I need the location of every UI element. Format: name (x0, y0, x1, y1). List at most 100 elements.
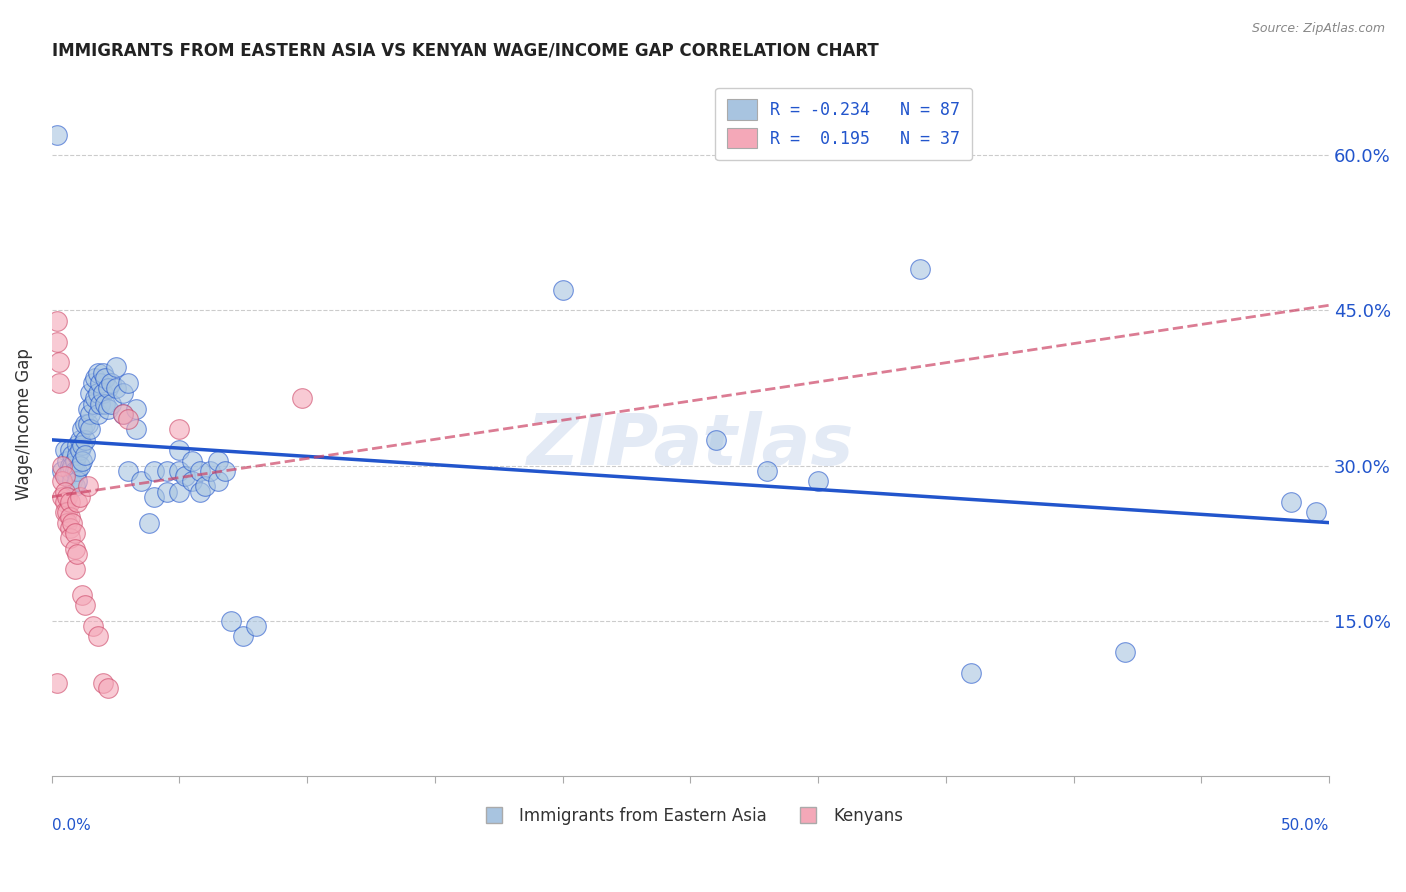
Point (104, 360, 127, 375)
Point (69, 458, 91, 473)
Point (142, 464, 165, 478)
Point (51, 490, 73, 504)
Point (142, 490, 165, 504)
Text: ZIPatlas: ZIPatlas (527, 411, 853, 480)
Point (48, 355, 70, 369)
Point (232, 630, 254, 644)
Point (87, 386, 110, 401)
Point (72, 438, 94, 452)
Point (82, 619, 104, 633)
Point (79, 407, 101, 421)
Point (82, 396, 104, 410)
Point (91, 386, 114, 401)
Point (60, 516, 83, 530)
Point (181, 453, 204, 467)
Point (551, 283, 574, 297)
Point (72, 422, 94, 436)
Point (60, 448, 83, 462)
Point (100, 376, 122, 390)
Point (73, 417, 96, 432)
Point (84, 392, 107, 406)
Legend: Immigrants from Eastern Asia, Kenyans: Immigrants from Eastern Asia, Kenyans (471, 800, 910, 831)
Point (291, 392, 314, 406)
Point (66, 438, 89, 452)
Point (1305, 505, 1327, 519)
Point (219, 614, 242, 628)
Point (53, 469, 76, 483)
Point (125, 422, 148, 436)
Point (87, 630, 110, 644)
Point (63, 526, 86, 541)
Point (45, 334, 67, 349)
Point (89, 396, 111, 410)
Text: 0.0%: 0.0% (52, 819, 90, 833)
Point (66, 474, 89, 488)
Point (94, 396, 117, 410)
Point (73, 599, 96, 613)
Point (56, 469, 79, 483)
Point (66, 547, 89, 561)
Point (82, 376, 104, 390)
Point (63, 464, 86, 478)
Point (138, 516, 160, 530)
Point (59, 458, 82, 473)
Point (60, 458, 83, 473)
Point (66, 495, 89, 509)
Point (63, 562, 86, 576)
Point (97, 681, 120, 696)
Point (169, 464, 191, 478)
Point (87, 407, 110, 421)
Point (59, 443, 82, 458)
Point (66, 448, 89, 462)
Point (59, 531, 82, 545)
Point (51, 474, 73, 488)
Point (53, 484, 76, 499)
Point (59, 510, 82, 524)
Point (51, 464, 73, 478)
Point (960, 665, 983, 680)
Point (76, 479, 98, 493)
Point (53, 495, 76, 509)
Point (59, 495, 82, 509)
Point (188, 464, 211, 478)
Point (181, 474, 204, 488)
Point (66, 464, 89, 478)
Point (214, 464, 236, 478)
Point (194, 479, 217, 493)
Point (97, 381, 120, 395)
Point (117, 412, 139, 426)
Point (51, 458, 73, 473)
Point (45, 128, 67, 142)
Point (59, 464, 82, 478)
Point (45, 676, 67, 690)
Point (756, 464, 779, 478)
Point (156, 484, 179, 499)
Point (72, 453, 94, 467)
Point (100, 396, 122, 410)
Point (79, 422, 101, 436)
Point (69, 443, 91, 458)
Point (207, 474, 229, 488)
Point (60, 474, 83, 488)
Point (198, 464, 221, 478)
Point (245, 619, 267, 633)
Point (79, 386, 101, 401)
Point (56, 453, 79, 467)
Point (94, 370, 117, 384)
Point (1279, 495, 1302, 509)
Point (910, 262, 932, 277)
Point (59, 521, 82, 535)
Point (53, 443, 76, 458)
Point (156, 464, 179, 478)
Point (73, 448, 96, 462)
Point (112, 407, 135, 421)
Text: IMMIGRANTS FROM EASTERN ASIA VS KENYAN WAGE/INCOME GAP CORRELATION CHART: IMMIGRANTS FROM EASTERN ASIA VS KENYAN W… (52, 42, 879, 60)
Text: Source: ZipAtlas.com: Source: ZipAtlas.com (1251, 22, 1385, 36)
Point (89, 376, 111, 390)
Point (117, 464, 139, 478)
Point (104, 381, 127, 395)
Point (129, 474, 152, 488)
Point (63, 541, 86, 556)
Point (97, 401, 120, 416)
Point (169, 484, 191, 499)
